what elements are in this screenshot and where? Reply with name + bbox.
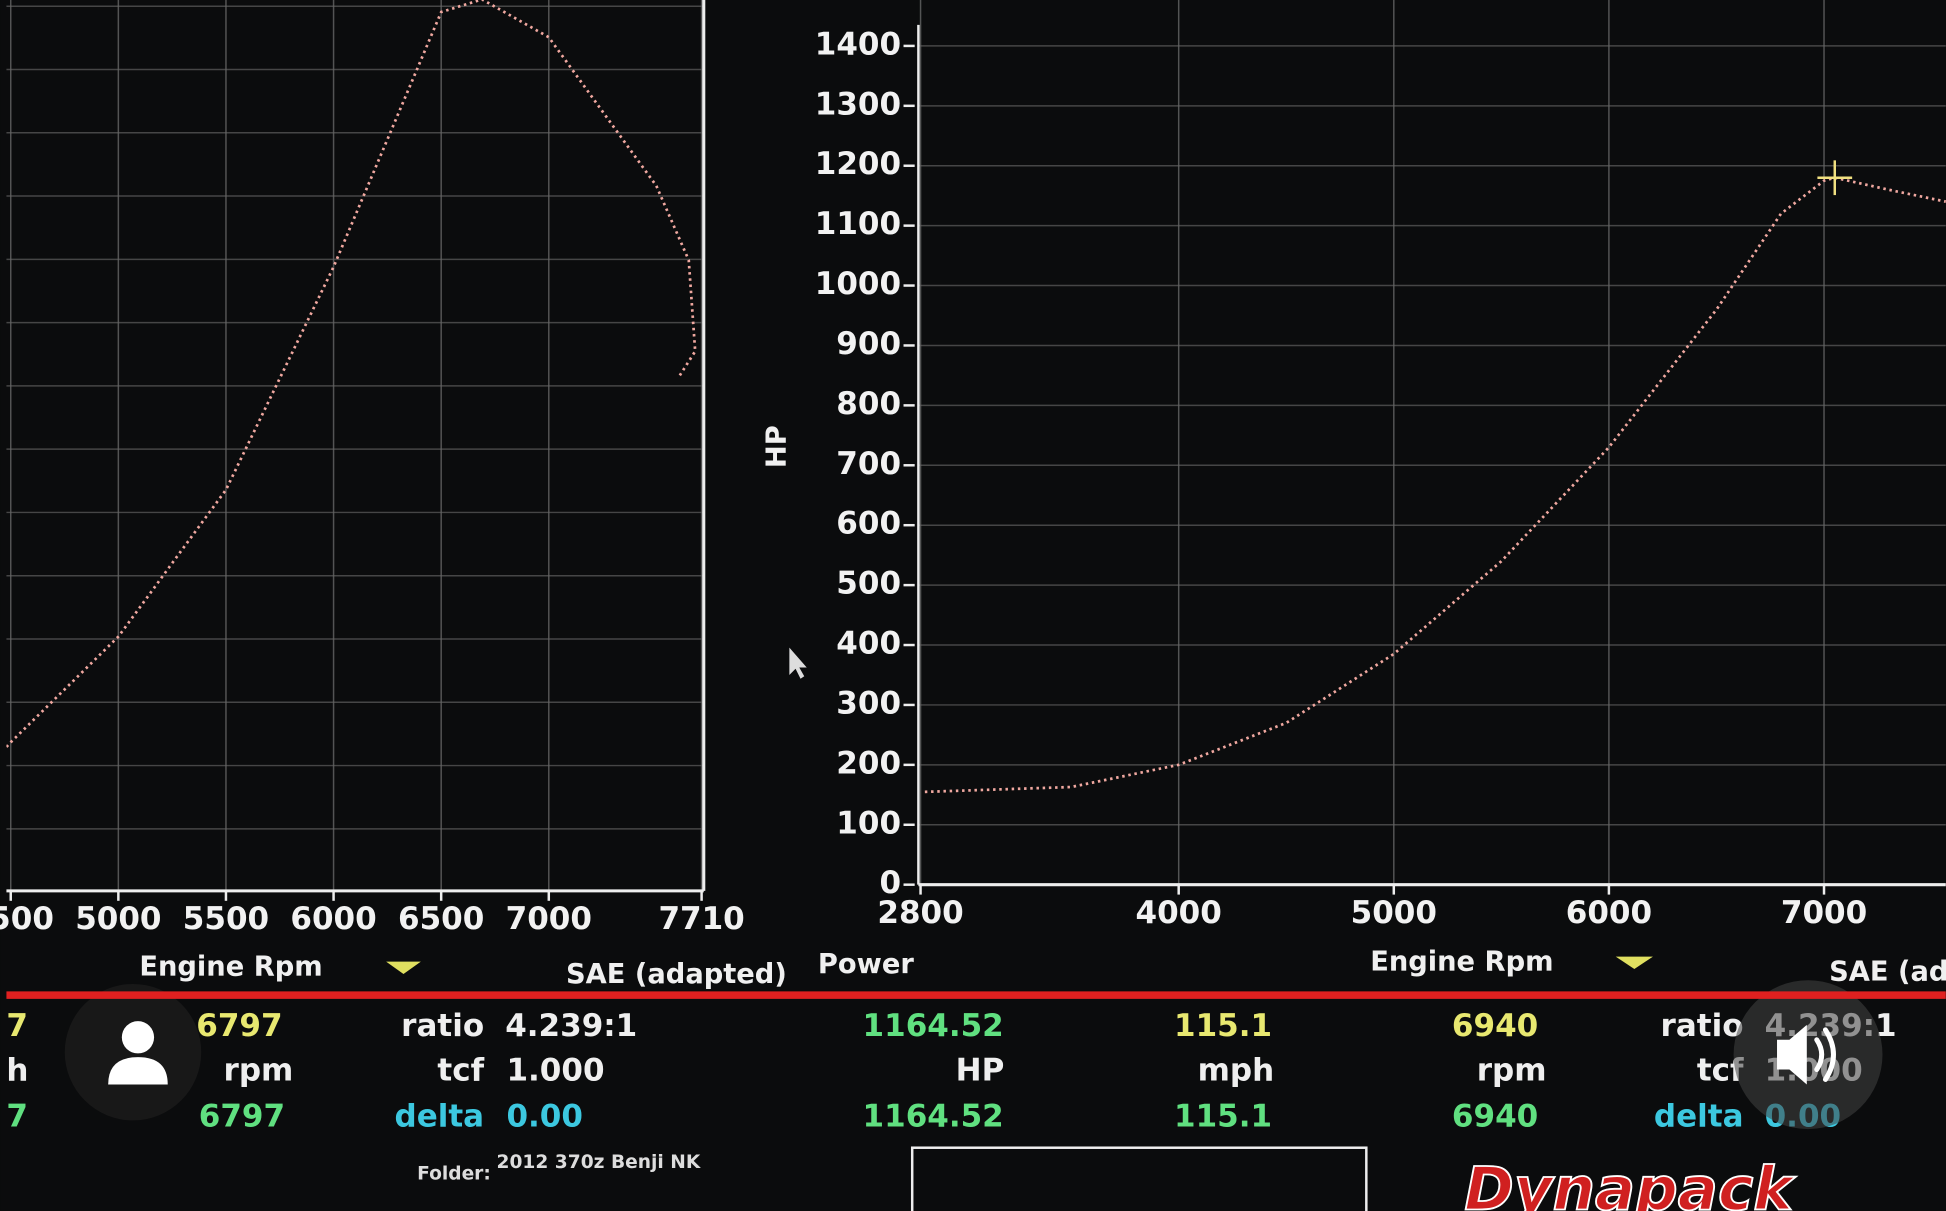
readout: tcf <box>437 1053 484 1089</box>
cursor-marker <box>1817 160 1853 196</box>
x-tick-label: 5500 <box>183 901 269 937</box>
y-tick-label: 500 <box>836 566 901 602</box>
readout: mph <box>1198 1053 1275 1089</box>
x-tick-label: 2800 <box>877 895 963 931</box>
readout: 1164.52 <box>863 1008 1004 1044</box>
y-tick-label: 1100 <box>815 206 901 242</box>
chart-title: Power <box>818 949 914 980</box>
y-tick-label: 200 <box>836 745 901 781</box>
avatar-button[interactable] <box>64 983 202 1121</box>
x-tick-label: 7710 <box>658 901 744 937</box>
y-tick-label: 600 <box>836 506 901 542</box>
readout: delta <box>395 1098 485 1134</box>
logo: Dynapack <box>1464 1156 1796 1211</box>
y-tick-label: 800 <box>836 386 901 422</box>
curve <box>6 0 697 748</box>
folder-name: 2012 370z Benji NK <box>497 1152 701 1173</box>
mouse-cursor <box>789 647 807 679</box>
readout: ratio <box>1661 1008 1744 1044</box>
readout: ratio <box>401 1008 484 1044</box>
note: SAE (adapted) <box>566 959 787 990</box>
sound-button[interactable] <box>1733 980 1883 1130</box>
x-tick-label: 4500 <box>0 901 54 937</box>
readout: 6940 <box>1452 1008 1538 1044</box>
readout: 0.00 <box>506 1098 583 1134</box>
x-tick-label: 6000 <box>290 901 376 937</box>
readout: 7 <box>6 1098 28 1134</box>
readout: 7 <box>6 1008 28 1044</box>
readout: 115.1 <box>1174 1008 1272 1044</box>
y-tick-label: 1300 <box>815 86 901 122</box>
y-tick-label: 100 <box>836 805 901 841</box>
readout: 115.1 <box>1174 1098 1272 1134</box>
x-axis-label: Engine Rpm <box>1370 946 1553 977</box>
x-tick-label: 7000 <box>506 901 592 937</box>
readout: 6797 <box>199 1098 285 1134</box>
x-tick-label: 4000 <box>1136 895 1222 931</box>
x-tick-label: 6000 <box>1566 895 1652 931</box>
y-axis-label: HP <box>762 425 793 468</box>
y-tick-label: 0 <box>879 865 901 901</box>
sound-waves <box>1814 1027 1836 1082</box>
readout: HP <box>956 1053 1005 1089</box>
note: SAE (adapted) <box>1829 956 1946 987</box>
readout: 1.000 <box>506 1053 604 1089</box>
readout: delta <box>1654 1098 1744 1134</box>
readout: rpm <box>1477 1053 1547 1089</box>
readout: 4.239:1 <box>505 1008 637 1044</box>
dropdown-arrow <box>1615 956 1653 970</box>
readout: 6797 <box>196 1008 282 1044</box>
readout: rpm <box>224 1053 294 1089</box>
y-tick-label: 1200 <box>815 146 901 182</box>
y-tick-label: 1000 <box>815 266 901 302</box>
sound-bg <box>1733 980 1883 1130</box>
avatar-body <box>108 1057 168 1085</box>
readout: 1164.52 <box>863 1098 1004 1134</box>
y-tick-label: 700 <box>836 446 901 482</box>
curve <box>924 176 1946 794</box>
y-tick-label: 1400 <box>815 26 901 62</box>
dropdown-arrow <box>386 961 421 975</box>
y-tick-label: 900 <box>836 326 901 362</box>
x-tick-label: 5000 <box>1351 895 1437 931</box>
readout: h <box>6 1053 28 1089</box>
x-tick-label: 6500 <box>398 901 484 937</box>
avatar-head <box>121 1021 155 1054</box>
x-tick-label: 5000 <box>75 901 161 937</box>
y-tick-label: 300 <box>836 685 901 721</box>
x-axis-label: Engine Rpm <box>139 951 322 982</box>
folder-label: Folder: <box>417 1163 491 1184</box>
y-tick-label: 400 <box>836 626 901 662</box>
content: 4500500055006000650070007710Engine RpmSA… <box>0 0 1946 1134</box>
readout: 6940 <box>1452 1098 1538 1134</box>
x-tick-label: 7000 <box>1781 895 1867 931</box>
box <box>910 1146 1368 1211</box>
